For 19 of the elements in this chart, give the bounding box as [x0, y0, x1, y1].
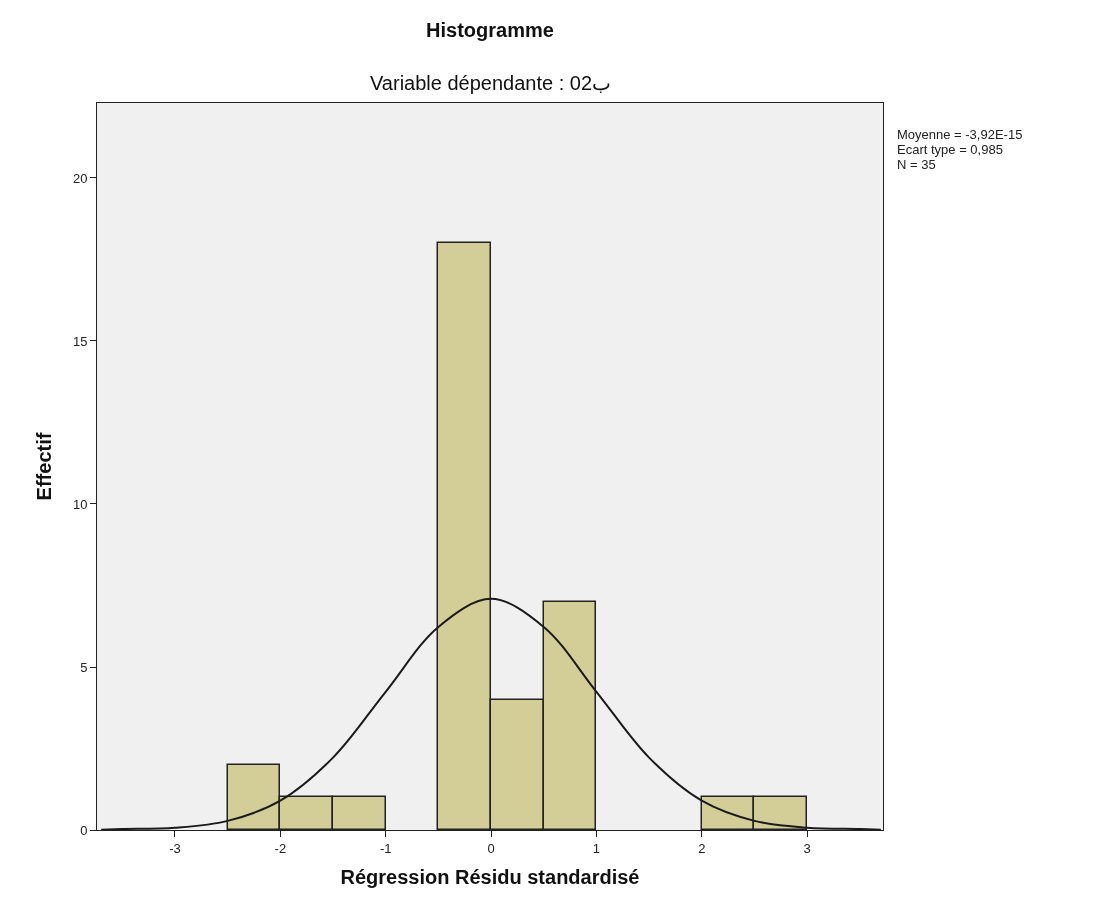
- x-tick-label: -3: [169, 840, 181, 856]
- y-tick-label: 10: [72, 496, 88, 512]
- chart-subtitle: Variable dépendante : ب02: [370, 72, 612, 94]
- x-axis-title: Régression Résidu standardisé: [340, 866, 640, 889]
- x-tick-label: 0: [487, 840, 495, 856]
- x-tick-label: -1: [379, 840, 392, 856]
- text: N = 35: [897, 157, 936, 172]
- x-tick-label: 3: [803, 840, 811, 856]
- y-tick-label: 20: [72, 170, 88, 186]
- x-tick-label: -2: [274, 840, 287, 856]
- x-tick-label: 1: [592, 840, 601, 856]
- y-tick-label: 15: [72, 333, 88, 349]
- text: Moyenne = -3,92E-15: [897, 127, 1023, 142]
- y-tick-label: 0: [80, 822, 88, 838]
- y-axis-title: Effectif: [33, 432, 56, 501]
- y-tick-label: 5: [80, 659, 88, 675]
- x-tick-label: 2: [698, 840, 706, 856]
- text: Ecart type = 0,985: [897, 142, 1003, 157]
- chart-title: Histogramme: [426, 19, 554, 41]
